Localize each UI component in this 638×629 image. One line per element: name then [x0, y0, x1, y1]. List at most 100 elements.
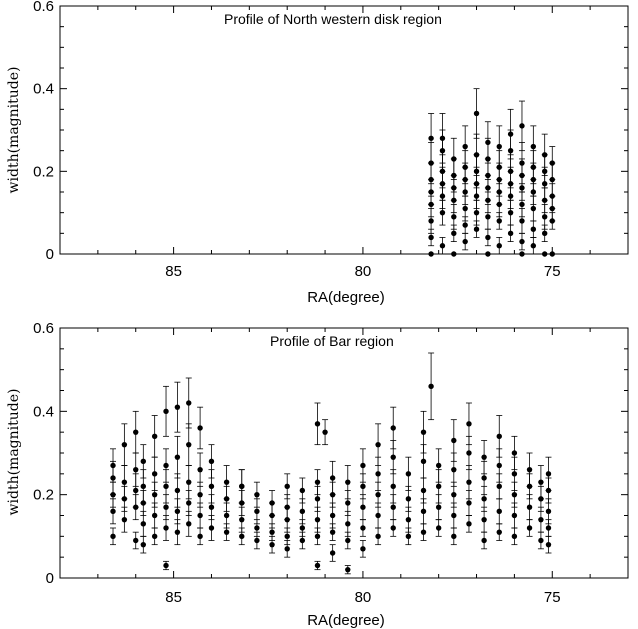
marker — [314, 421, 321, 427]
marker — [420, 429, 427, 435]
marker — [439, 135, 446, 141]
marker — [254, 508, 260, 515]
marker — [530, 243, 537, 249]
marker — [174, 404, 181, 410]
marker — [163, 408, 169, 415]
marker — [375, 441, 381, 448]
marker — [405, 516, 412, 523]
top-data-point — [549, 146, 556, 181]
marker — [496, 433, 502, 440]
marker — [197, 512, 203, 519]
marker — [360, 546, 366, 552]
marker — [439, 209, 446, 216]
marker — [299, 537, 306, 544]
top-panel: Profile of North western disk region RA(… — [6, 0, 629, 306]
marker — [375, 533, 381, 540]
top-data-point — [439, 113, 446, 164]
marker — [473, 209, 480, 216]
bottom-data-point — [110, 527, 117, 546]
marker — [451, 512, 457, 519]
marker — [151, 491, 158, 498]
bottom-data-point — [110, 448, 117, 483]
marker — [519, 160, 525, 166]
bottom-data-point — [121, 465, 128, 500]
marker — [496, 483, 502, 490]
bottom-data-point — [420, 410, 427, 454]
marker — [420, 458, 427, 465]
bottom-data-point — [390, 519, 397, 537]
bottom-data-point — [359, 540, 366, 558]
bottom-data-point — [299, 477, 306, 504]
marker — [451, 230, 457, 237]
marker — [186, 400, 192, 406]
marker — [519, 238, 525, 245]
marker — [110, 508, 116, 515]
marker — [428, 135, 434, 141]
bottom-data-point — [465, 402, 472, 446]
marker — [435, 504, 442, 510]
bottom-data-point — [329, 460, 336, 496]
top-data-point — [428, 113, 435, 164]
bottom-data-point — [174, 473, 181, 508]
bottom-data-point — [545, 456, 552, 491]
top-data-point — [484, 121, 491, 164]
top-y-axis-title: width(magnitude) — [6, 67, 22, 194]
marker — [473, 226, 480, 232]
top-data-point — [518, 100, 525, 152]
bottom-data-point — [526, 452, 533, 487]
marker — [208, 525, 215, 531]
marker — [545, 508, 552, 515]
marker — [121, 479, 128, 485]
marker — [269, 529, 275, 535]
top-y-tick-label: 0.6 — [33, 0, 54, 15]
marker — [530, 143, 537, 150]
marker — [451, 156, 457, 162]
marker — [496, 462, 502, 469]
bottom-data-point — [208, 444, 215, 479]
marker — [428, 383, 434, 390]
marker — [254, 525, 260, 531]
bottom-data-point — [450, 452, 457, 487]
top-panel-title: Profile of North western disk region — [224, 11, 442, 27]
bottom-data-point — [314, 402, 321, 446]
marker — [151, 433, 158, 440]
marker — [526, 525, 533, 531]
bottom-x-axis-title: RA(degree) — [307, 612, 385, 629]
marker — [223, 529, 230, 535]
marker — [239, 483, 245, 490]
marker — [405, 471, 412, 477]
marker — [163, 504, 169, 510]
marker — [496, 218, 502, 224]
marker — [284, 546, 290, 552]
marker — [511, 450, 518, 456]
top-data-point — [439, 237, 446, 255]
bottom-data-point — [420, 477, 427, 504]
marker — [133, 487, 139, 494]
top-data-point — [450, 137, 457, 181]
bottom-data-point — [428, 352, 435, 421]
marker — [541, 152, 548, 158]
marker — [545, 471, 552, 477]
marker — [519, 251, 525, 257]
bottom-data-point — [197, 452, 204, 487]
bottom-data-point — [511, 527, 518, 546]
bottom-data-point — [545, 535, 552, 554]
bottom-data-point — [151, 456, 158, 491]
top-data-point — [428, 251, 434, 257]
bottom-data-point — [435, 494, 442, 521]
marker — [360, 462, 366, 469]
marker — [481, 496, 487, 502]
marker — [526, 504, 533, 510]
top-data-point — [473, 133, 480, 176]
marker — [511, 512, 518, 519]
bottom-panel-title: Profile of Bar region — [270, 333, 394, 349]
bottom-y-tick-label: 0.4 — [33, 403, 54, 420]
top-y-tick-label: 0.4 — [33, 81, 54, 98]
marker — [223, 512, 230, 519]
marker — [151, 512, 158, 519]
bottom-data-point — [185, 423, 192, 466]
marker — [538, 537, 544, 544]
marker — [133, 466, 139, 473]
marker — [314, 496, 321, 502]
